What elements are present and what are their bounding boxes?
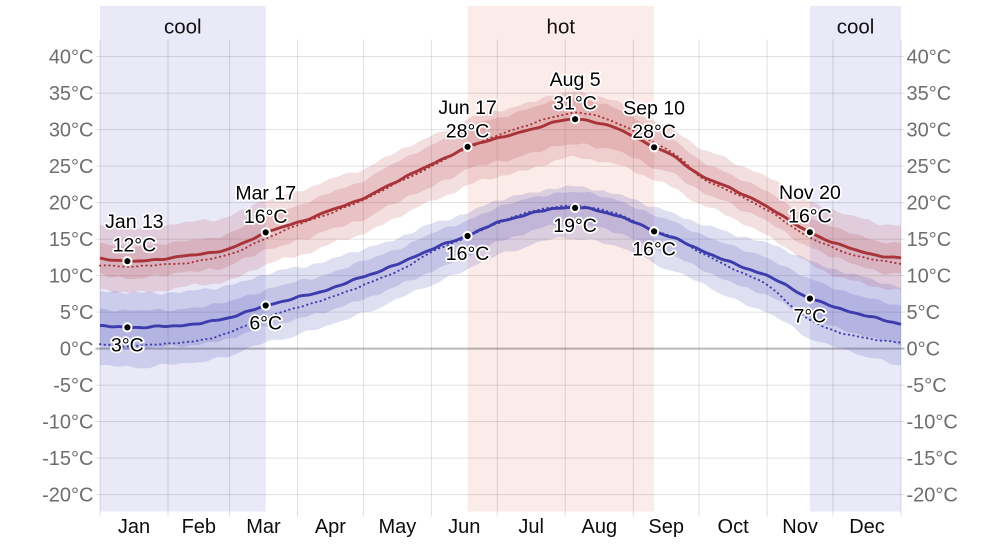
svg-text:Oct: Oct <box>718 516 750 538</box>
svg-text:30°C: 30°C <box>907 120 952 142</box>
svg-text:19°C: 19°C <box>553 215 597 237</box>
svg-text:10°C: 10°C <box>49 266 94 288</box>
svg-text:15°C: 15°C <box>907 229 952 251</box>
svg-text:-10°C: -10°C <box>42 412 93 434</box>
svg-text:May: May <box>379 516 417 538</box>
svg-text:cool: cool <box>164 16 202 39</box>
svg-text:10°C: 10°C <box>907 266 952 288</box>
svg-text:16°C: 16°C <box>788 206 832 228</box>
svg-text:30°C: 30°C <box>49 120 94 142</box>
svg-text:-5°C: -5°C <box>907 375 947 397</box>
svg-text:28°C: 28°C <box>446 120 490 142</box>
svg-text:Jan 13: Jan 13 <box>105 211 164 233</box>
svg-text:40°C: 40°C <box>49 47 94 69</box>
svg-text:16°C: 16°C <box>632 238 676 260</box>
svg-text:12°C: 12°C <box>113 235 157 257</box>
svg-text:35°C: 35°C <box>907 83 952 105</box>
svg-text:Nov 20: Nov 20 <box>779 182 841 204</box>
svg-text:Dec: Dec <box>849 516 885 538</box>
svg-text:20°C: 20°C <box>49 193 94 215</box>
svg-text:0°C: 0°C <box>907 339 941 361</box>
svg-text:Apr: Apr <box>315 516 346 538</box>
svg-text:25°C: 25°C <box>907 156 952 178</box>
svg-text:-20°C: -20°C <box>42 485 93 507</box>
svg-text:16°C: 16°C <box>244 206 288 228</box>
svg-text:31°C: 31°C <box>553 93 597 115</box>
svg-text:28°C: 28°C <box>632 121 676 143</box>
svg-text:Jun 17: Jun 17 <box>438 97 497 119</box>
svg-text:0°C: 0°C <box>60 339 94 361</box>
svg-text:Aug 5: Aug 5 <box>550 69 601 91</box>
svg-text:-10°C: -10°C <box>907 412 958 434</box>
svg-text:cool: cool <box>837 16 875 39</box>
svg-text:-15°C: -15°C <box>907 448 958 470</box>
svg-text:40°C: 40°C <box>907 47 952 69</box>
svg-text:16°C: 16°C <box>446 243 490 265</box>
svg-text:Aug: Aug <box>582 516 618 538</box>
svg-text:Feb: Feb <box>182 516 216 538</box>
svg-text:Mar 17: Mar 17 <box>235 182 296 204</box>
svg-text:35°C: 35°C <box>49 83 94 105</box>
svg-text:20°C: 20°C <box>907 193 952 215</box>
svg-text:Nov: Nov <box>782 516 818 538</box>
svg-text:hot: hot <box>547 16 576 39</box>
svg-text:5°C: 5°C <box>907 302 941 324</box>
svg-text:3°C: 3°C <box>111 334 144 356</box>
svg-text:Mar: Mar <box>246 516 281 538</box>
svg-text:7°C: 7°C <box>794 306 827 328</box>
svg-text:5°C: 5°C <box>60 302 94 324</box>
svg-text:-15°C: -15°C <box>42 448 93 470</box>
svg-text:-5°C: -5°C <box>53 375 93 397</box>
svg-text:6°C: 6°C <box>249 313 282 335</box>
svg-text:Jun: Jun <box>448 516 480 538</box>
svg-text:Sep 10: Sep 10 <box>623 97 685 119</box>
svg-text:Jul: Jul <box>518 516 544 538</box>
svg-text:25°C: 25°C <box>49 156 94 178</box>
svg-text:-20°C: -20°C <box>907 485 958 507</box>
svg-text:15°C: 15°C <box>49 229 94 251</box>
svg-text:Jan: Jan <box>118 516 150 538</box>
svg-text:Sep: Sep <box>648 516 684 538</box>
